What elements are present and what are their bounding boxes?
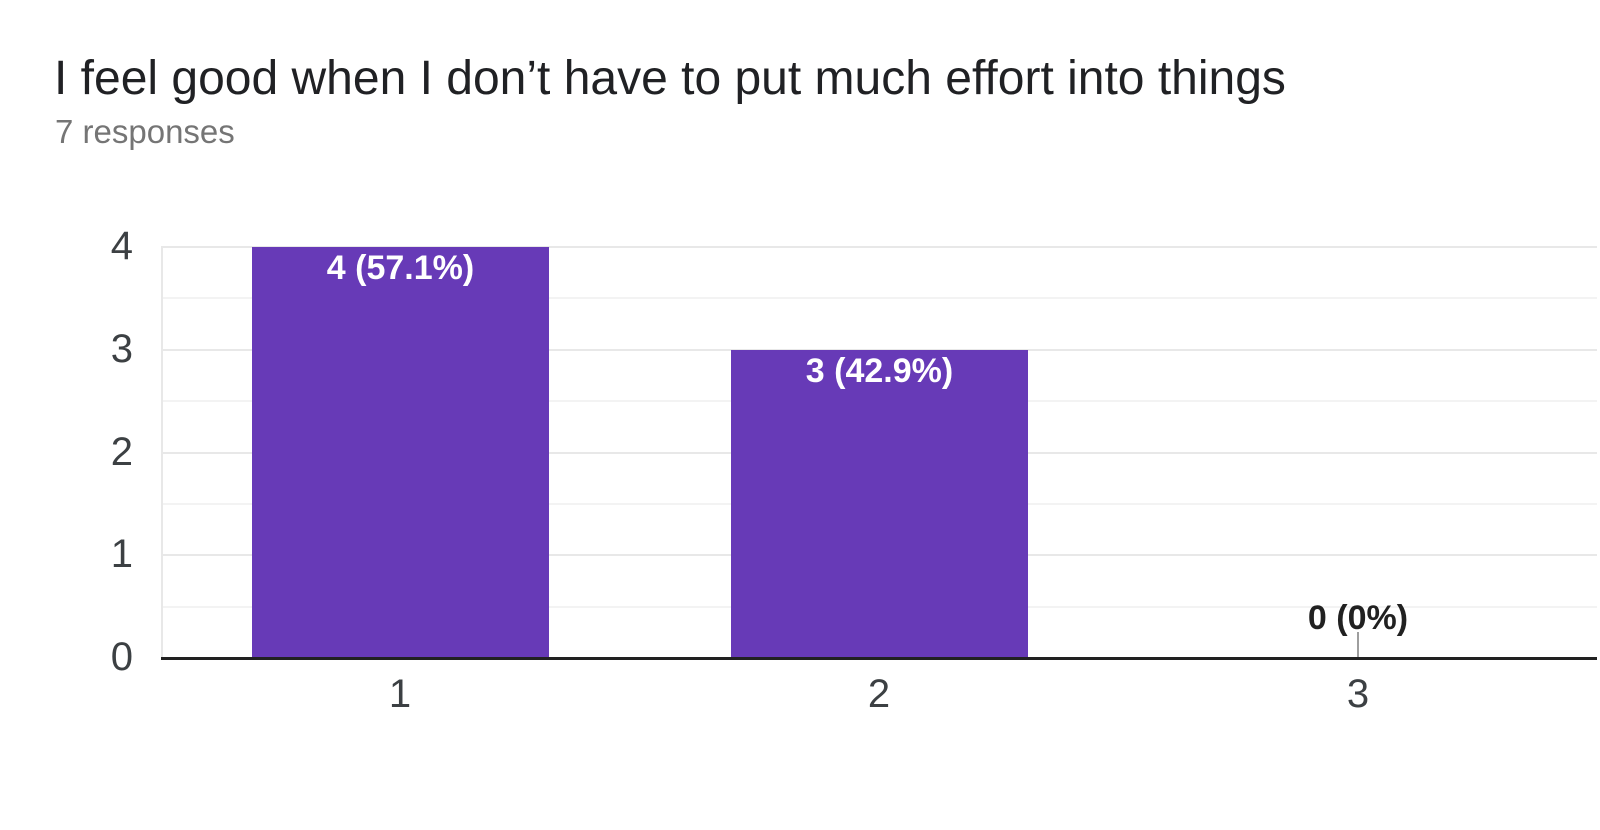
y-tick-label: 4 [110, 224, 133, 268]
bar-value-label: 4 (57.1%) [326, 249, 475, 287]
question-title: I feel good when I don’t have to put muc… [54, 52, 1286, 105]
x-tick-label: 2 [867, 672, 891, 716]
y-axis-baseline [161, 247, 163, 658]
response-count: 7 responses [55, 113, 235, 150]
y-tick-label: 3 [110, 327, 133, 371]
bar-value-label: 3 (42.9%) [805, 352, 954, 390]
bar[interactable]: 4 (57.1%) [252, 247, 549, 657]
zero-value-label: 0 (0%) [1307, 599, 1409, 637]
x-tick-label: 1 [388, 672, 412, 716]
y-tick-label: 1 [110, 532, 133, 576]
x-tick-label: 3 [1346, 672, 1370, 716]
gridline [161, 246, 1597, 248]
x-axis-line [161, 657, 1597, 660]
bar[interactable]: 3 (42.9%) [731, 350, 1028, 657]
y-tick-label: 0 [110, 635, 133, 679]
y-tick-label: 2 [110, 430, 133, 474]
zero-leader-line [1357, 632, 1359, 657]
gridline [161, 297, 1597, 299]
